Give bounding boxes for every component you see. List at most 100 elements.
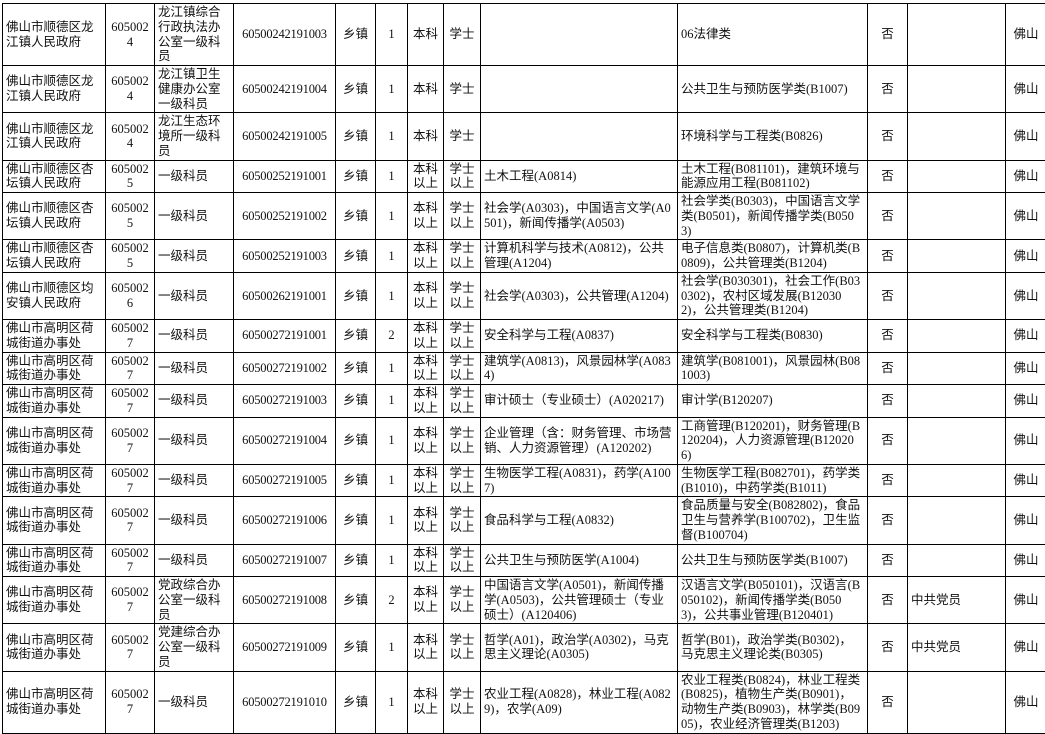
cell-major_under: 公共卫生与预防医学类(B1007) <box>678 66 868 113</box>
cell-count: 1 <box>376 417 408 464</box>
cell-count: 1 <box>376 113 408 160</box>
cell-city: 佛山 <box>1006 272 1045 319</box>
cell-post: 一级科员 <box>155 417 234 464</box>
cell-count: 1 <box>376 624 408 671</box>
cell-org: 佛山市顺德区均安镇人民政府 <box>3 272 106 319</box>
cell-city: 佛山 <box>1006 320 1045 353</box>
cell-org: 佛山市高明区荷城街道办事处 <box>3 320 106 353</box>
cell-exam: 否 <box>868 113 908 160</box>
cell-post_code: 60500252191001 <box>234 160 336 193</box>
cell-major_under: 食品质量与安全(B082802)，食品卫生与营养学(B100702)，卫生监督(… <box>678 497 868 544</box>
cell-degree: 学士以上 <box>444 352 481 385</box>
cell-count: 1 <box>376 193 408 240</box>
cell-level: 乡镇 <box>336 464 376 497</box>
cell-post_code: 60500242191003 <box>234 4 336 66</box>
cell-level: 乡镇 <box>336 544 376 577</box>
cell-political <box>908 113 1006 160</box>
cell-political <box>908 544 1006 577</box>
cell-major_grad: 社会学(A0303)，中国语言文学(A0501)，新闻传播学(A0503) <box>481 193 678 240</box>
cell-count: 1 <box>376 671 408 733</box>
cell-political <box>908 464 1006 497</box>
cell-level: 乡镇 <box>336 385 376 418</box>
cell-degree: 学士以上 <box>444 544 481 577</box>
cell-political <box>908 352 1006 385</box>
cell-post_code: 60500272191008 <box>234 577 336 624</box>
cell-post_code: 60500262191001 <box>234 272 336 319</box>
cell-post: 龙江镇综合行政执法办公室一级科员 <box>155 4 234 66</box>
cell-post: 一级科员 <box>155 544 234 577</box>
cell-major_grad: 建筑学(A0813)，风景园林学(A0834) <box>481 352 678 385</box>
cell-political <box>908 385 1006 418</box>
cell-org: 佛山市高明区荷城街道办事处 <box>3 417 106 464</box>
cell-city: 佛山 <box>1006 577 1045 624</box>
cell-post: 一级科员 <box>155 352 234 385</box>
cell-org_code: 6050027 <box>106 497 155 544</box>
cell-exam: 否 <box>868 671 908 733</box>
cell-education: 本科以上 <box>408 240 444 273</box>
cell-count: 2 <box>376 577 408 624</box>
cell-degree: 学士以上 <box>444 240 481 273</box>
cell-major_under: 工商管理(B120201)，财务管理(B120204)，人力资源管理(B1202… <box>678 417 868 464</box>
cell-post: 一级科员 <box>155 385 234 418</box>
cell-education: 本科 <box>408 4 444 66</box>
cell-org_code: 6050027 <box>106 352 155 385</box>
cell-org: 佛山市高明区荷城街道办事处 <box>3 352 106 385</box>
cell-degree: 学士以上 <box>444 497 481 544</box>
cell-org_code: 6050027 <box>106 544 155 577</box>
cell-major_under: 06法律类 <box>678 4 868 66</box>
cell-degree: 学士以上 <box>444 417 481 464</box>
cell-post: 龙江生态环境所一级科员 <box>155 113 234 160</box>
cell-org: 佛山市顺德区杏坛镇人民政府 <box>3 193 106 240</box>
cell-major_grad: 生物医学工程(A0831)，药学(A1007) <box>481 464 678 497</box>
cell-org_code: 6050024 <box>106 66 155 113</box>
cell-post_code: 60500272191009 <box>234 624 336 671</box>
cell-exam: 否 <box>868 66 908 113</box>
cell-degree: 学士以上 <box>444 160 481 193</box>
cell-post: 一级科员 <box>155 320 234 353</box>
cell-exam: 否 <box>868 4 908 66</box>
cell-exam: 否 <box>868 497 908 544</box>
cell-education: 本科 <box>408 113 444 160</box>
cell-count: 1 <box>376 464 408 497</box>
cell-count: 1 <box>376 4 408 66</box>
cell-level: 乡镇 <box>336 352 376 385</box>
cell-post_code: 60500272191007 <box>234 544 336 577</box>
cell-degree: 学士 <box>444 4 481 66</box>
cell-city: 佛山 <box>1006 4 1045 66</box>
cell-city: 佛山 <box>1006 193 1045 240</box>
cell-post: 龙江镇卫生健康办公室一级科员 <box>155 66 234 113</box>
cell-post_code: 60500252191003 <box>234 240 336 273</box>
cell-post_code: 60500272191003 <box>234 385 336 418</box>
cell-org_code: 6050024 <box>106 113 155 160</box>
cell-education: 本科以上 <box>408 385 444 418</box>
cell-degree: 学士以上 <box>444 624 481 671</box>
cell-political <box>908 66 1006 113</box>
cell-city: 佛山 <box>1006 352 1045 385</box>
cell-major_grad: 审计硕士（专业硕士）(A020217) <box>481 385 678 418</box>
cell-degree: 学士以上 <box>444 385 481 418</box>
cell-count: 1 <box>376 240 408 273</box>
cell-city: 佛山 <box>1006 160 1045 193</box>
cell-post: 一级科员 <box>155 464 234 497</box>
cell-org_code: 6050025 <box>106 160 155 193</box>
cell-education: 本科以上 <box>408 497 444 544</box>
cell-major_grad: 计算机科学与技术(A0812)，公共管理(A1204) <box>481 240 678 273</box>
cell-count: 1 <box>376 66 408 113</box>
cell-level: 乡镇 <box>336 240 376 273</box>
cell-major_under: 土木工程(B081101)，建筑环境与能源应用工程(B081102) <box>678 160 868 193</box>
cell-education: 本科以上 <box>408 577 444 624</box>
cell-city: 佛山 <box>1006 497 1045 544</box>
cell-org_code: 6050024 <box>106 4 155 66</box>
cell-post: 一级科员 <box>155 240 234 273</box>
cell-education: 本科以上 <box>408 272 444 319</box>
cell-political <box>908 417 1006 464</box>
